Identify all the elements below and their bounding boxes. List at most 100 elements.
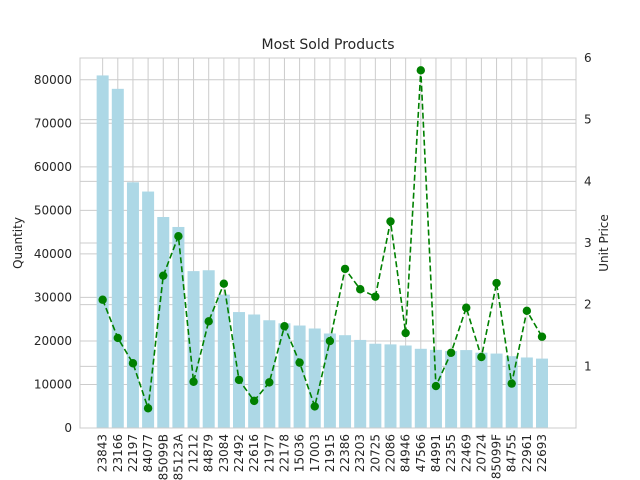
plot-frame bbox=[79, 57, 577, 429]
y2-axis-label: Unit Price bbox=[597, 214, 611, 272]
y-tick-label: 30000 bbox=[34, 290, 72, 304]
y-tick-label: 80000 bbox=[34, 73, 72, 87]
x-tick-label: 22086 bbox=[384, 434, 398, 472]
chart-title: Most Sold Products bbox=[261, 37, 394, 53]
y-axis-label: Quantity bbox=[11, 217, 25, 269]
bar bbox=[475, 352, 488, 428]
y-tick-label: 60000 bbox=[34, 160, 72, 174]
bar bbox=[323, 333, 336, 428]
y-tick-label: 20000 bbox=[34, 334, 72, 348]
unit-price-point bbox=[113, 333, 123, 343]
bar bbox=[172, 226, 185, 428]
bar bbox=[96, 75, 109, 428]
unit-price-point bbox=[340, 264, 350, 274]
unit-price-point bbox=[356, 285, 365, 294]
x-tick-label: 22616 bbox=[247, 434, 261, 472]
unit-price-point bbox=[249, 396, 259, 406]
unit-price-point bbox=[477, 352, 486, 362]
y-tick-label: 10000 bbox=[34, 377, 72, 391]
x-tick-label: 23084 bbox=[217, 434, 231, 472]
unit-price-point bbox=[371, 292, 380, 301]
x-tick-label: 21915 bbox=[323, 434, 337, 472]
bar bbox=[536, 358, 548, 428]
x-tick-label: 22961 bbox=[520, 434, 534, 472]
bar bbox=[339, 335, 352, 428]
unit-price-point bbox=[174, 232, 183, 241]
x-tick-label: 85099B bbox=[156, 434, 170, 480]
unit-price-point bbox=[128, 359, 138, 368]
unit-price-point bbox=[401, 328, 410, 338]
bar bbox=[126, 182, 139, 428]
unit-price-point bbox=[431, 381, 441, 391]
x-tick-label: 23843 bbox=[96, 434, 110, 472]
y2-tick-label: 5 bbox=[584, 113, 592, 127]
y-axis-ticks: 0 10000 20000 30000 40000 50000 60000 70000 8000… bbox=[34, 73, 72, 435]
y-tick-label: 70000 bbox=[34, 116, 72, 130]
unit-price-line bbox=[98, 66, 547, 413]
unit-price-point bbox=[143, 404, 153, 413]
bar bbox=[460, 350, 473, 428]
bar bbox=[354, 339, 367, 428]
unit-price-point bbox=[325, 336, 335, 346]
bar bbox=[233, 312, 245, 428]
x-tick-label: 22469 bbox=[459, 434, 473, 472]
x-tick-label: 17003 bbox=[308, 434, 322, 472]
bar bbox=[308, 328, 321, 428]
bars bbox=[96, 75, 548, 428]
bar bbox=[369, 343, 382, 428]
bar bbox=[157, 216, 170, 428]
x-tick-label: 23203 bbox=[353, 434, 367, 472]
bar bbox=[278, 323, 291, 428]
x-tick-label: 22492 bbox=[232, 434, 246, 472]
x-tick-label: 22355 bbox=[444, 434, 458, 472]
x-tick-label: 84755 bbox=[505, 434, 519, 472]
bar bbox=[217, 294, 230, 428]
x-tick-label: 22693 bbox=[535, 434, 549, 472]
unit-price-point bbox=[462, 303, 471, 312]
bar bbox=[520, 357, 533, 428]
bar bbox=[414, 348, 427, 428]
x-tick-label: 85099F bbox=[490, 434, 504, 479]
x-tick-label: 84991 bbox=[429, 434, 443, 472]
unit-price-point bbox=[265, 378, 274, 387]
y2-tick-label: 4 bbox=[584, 174, 592, 188]
x-tick-label: 22197 bbox=[126, 434, 140, 472]
x-tick-label: 47566 bbox=[414, 434, 428, 472]
unit-price-point bbox=[492, 278, 501, 288]
bar bbox=[142, 191, 155, 428]
x-tick-label: 22178 bbox=[277, 434, 291, 472]
x-tick-label: 85123A bbox=[171, 433, 185, 480]
unit-price-point bbox=[295, 358, 304, 367]
unit-price-point bbox=[189, 377, 198, 386]
bar bbox=[445, 350, 458, 428]
y2-axis-ticks: 1 2 3 4 5 6 bbox=[584, 51, 592, 373]
unit-price-point bbox=[446, 348, 456, 357]
unit-price-point bbox=[204, 317, 213, 326]
unit-price-point bbox=[310, 402, 319, 411]
x-tick-label: 20724 bbox=[474, 434, 488, 472]
bar bbox=[187, 271, 200, 428]
unit-price-point bbox=[234, 375, 244, 385]
y2-tick-label: 2 bbox=[584, 298, 592, 312]
unit-price-point bbox=[280, 322, 289, 331]
x-tick-label: 22386 bbox=[338, 434, 352, 472]
unit-price-point bbox=[98, 295, 107, 304]
bar bbox=[490, 353, 503, 428]
y-tick-label: 40000 bbox=[34, 247, 72, 261]
unit-price-line-path bbox=[101, 70, 543, 410]
x-tick-label: 21977 bbox=[262, 434, 276, 472]
y2-tick-label: 6 bbox=[584, 51, 592, 65]
x-tick-label: 23166 bbox=[111, 434, 125, 472]
x-tick-label: 84946 bbox=[399, 434, 413, 472]
unit-price-point bbox=[219, 279, 229, 288]
bar bbox=[293, 325, 306, 428]
bar bbox=[111, 88, 124, 428]
unit-price-point bbox=[537, 332, 547, 341]
bar bbox=[505, 356, 518, 428]
unit-price-point bbox=[159, 271, 168, 280]
bar bbox=[399, 345, 412, 428]
x-tick-label: 15036 bbox=[293, 434, 307, 472]
bar bbox=[202, 270, 215, 428]
x-tick-label: 84879 bbox=[202, 434, 216, 472]
